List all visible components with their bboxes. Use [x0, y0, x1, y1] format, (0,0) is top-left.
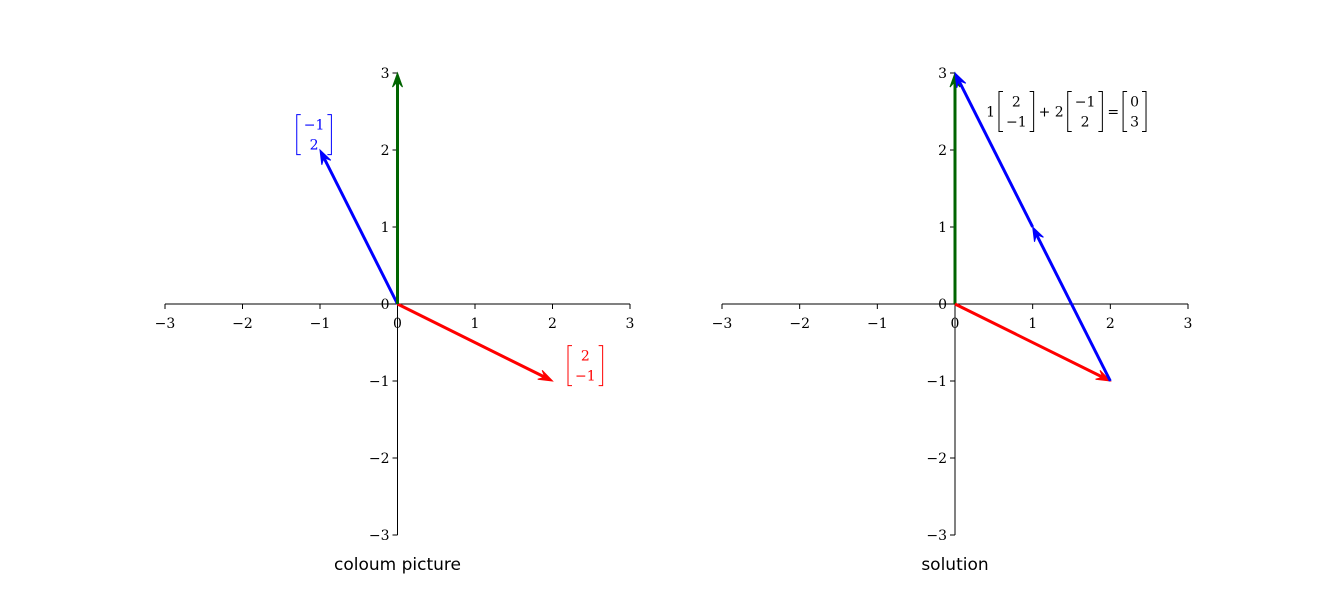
- y-tick-label: −2: [369, 451, 390, 467]
- vector-head: [1032, 225, 1044, 242]
- x-tick-label: −3: [155, 316, 176, 332]
- axes: −3 −2 −1 0 1 2 3 −3 −2 −1 0 1 2 3: [712, 66, 1193, 544]
- x-tick-label: 0: [393, 316, 402, 332]
- x-tick-label: 2: [1106, 316, 1115, 332]
- equation-term: =: [1107, 105, 1119, 121]
- equation: 12−1+ 2−12=03: [986, 91, 1147, 132]
- left-bracket: [296, 114, 301, 156]
- equation-term: + 2: [1039, 105, 1064, 121]
- vector-shaft: [396, 302, 546, 379]
- chart-title: coloum picture: [334, 555, 461, 575]
- y-tick-label: 3: [938, 66, 947, 82]
- x-tick-label: 0: [951, 316, 960, 332]
- equation-term: 1: [986, 105, 995, 121]
- x-tick-label: −2: [232, 316, 253, 332]
- x-tick-label: 3: [1184, 316, 1193, 332]
- x-tick-label: −1: [867, 316, 888, 332]
- vectors: [319, 71, 554, 382]
- y-tick-label: 1: [381, 220, 390, 236]
- right-bracket: [1029, 91, 1035, 132]
- x-tick-label: 1: [471, 316, 480, 332]
- y-tick-label: −1: [369, 374, 390, 390]
- vector-head: [954, 71, 967, 88]
- y-tick-label: −3: [926, 528, 947, 544]
- right-bracket: [598, 345, 604, 387]
- equation-column: 03: [1122, 91, 1147, 132]
- column-entry: 2: [581, 349, 590, 365]
- vector-head: [392, 71, 403, 88]
- y-tick-label: −3: [369, 528, 390, 544]
- y-tick-label: 1: [938, 220, 947, 236]
- right-bracket: [327, 114, 332, 156]
- column-entry: 2: [1081, 115, 1090, 131]
- chart-title: solution: [921, 555, 988, 575]
- column-entry: 3: [1130, 115, 1139, 131]
- vector-arrow: [949, 71, 961, 304]
- y-tick-label: −2: [926, 451, 947, 467]
- column-entry: −1: [1006, 115, 1027, 131]
- column-vector-label: 2−1: [567, 345, 604, 387]
- vector-arrow: [396, 302, 554, 382]
- x-tick-label: −1: [310, 316, 331, 332]
- x-tick-label: 2: [548, 316, 557, 332]
- column-entry: −1: [1075, 95, 1096, 111]
- vector-head: [1095, 369, 1112, 382]
- equation-column: −12: [1067, 91, 1103, 132]
- y-tick-label: 3: [381, 66, 390, 82]
- vector-arrow: [319, 148, 399, 305]
- y-tick-label: 0: [381, 297, 390, 313]
- vector-shaft: [954, 302, 1104, 379]
- column-entry: 0: [1130, 95, 1139, 111]
- vector-shaft: [957, 79, 1035, 228]
- left-bracket: [998, 91, 1003, 132]
- left-bracket: [1122, 91, 1128, 132]
- y-tick-label: 2: [938, 143, 947, 159]
- column-entry: −1: [304, 118, 325, 134]
- left-bracket: [1067, 91, 1072, 132]
- column-entry: 2: [1012, 95, 1021, 111]
- vector-arrow: [954, 302, 1112, 382]
- equation-column: 2−1: [998, 91, 1035, 132]
- x-tick-label: −2: [789, 316, 810, 332]
- x-tick-label: −3: [712, 316, 733, 332]
- column-entry: 2: [310, 138, 319, 154]
- left-bracket: [567, 345, 572, 387]
- x-tick-label: 1: [1028, 316, 1037, 332]
- right-bracket: [1098, 91, 1103, 132]
- vector-arrow: [954, 71, 1035, 228]
- right-bracket: [1142, 91, 1147, 132]
- vector-arrow: [392, 71, 403, 304]
- column-vector-label: −12: [296, 114, 332, 156]
- vector-head: [319, 148, 332, 165]
- axes: −3 −2 −1 0 1 2 3 −3 −2 −1 0 1 2 3: [155, 66, 635, 544]
- x-tick-label: 3: [626, 316, 635, 332]
- vector-arrow: [1032, 225, 1112, 382]
- column-entry: −1: [575, 369, 596, 385]
- vector-shaft: [1035, 233, 1112, 382]
- vector-head: [537, 369, 554, 382]
- y-tick-label: −1: [926, 374, 947, 390]
- y-tick-label: 2: [381, 143, 390, 159]
- vectors: [949, 71, 1112, 382]
- vector-shaft: [322, 156, 399, 305]
- y-tick-label: 0: [938, 297, 947, 313]
